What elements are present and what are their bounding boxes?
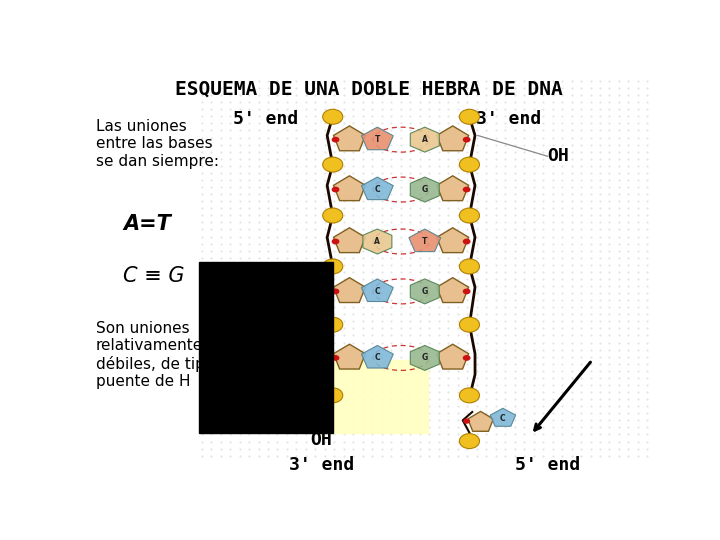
Text: T: T [374, 135, 380, 144]
Circle shape [323, 109, 343, 124]
Polygon shape [333, 278, 365, 302]
Polygon shape [361, 177, 393, 200]
Circle shape [459, 109, 480, 124]
Polygon shape [361, 279, 393, 301]
Polygon shape [437, 278, 469, 302]
Circle shape [323, 208, 343, 223]
Text: G: G [422, 354, 428, 362]
Text: T: T [422, 237, 428, 246]
Circle shape [323, 259, 343, 274]
Polygon shape [361, 127, 393, 150]
Text: C: C [374, 185, 380, 194]
Text: C: C [374, 287, 380, 296]
Text: OH: OH [547, 147, 570, 165]
Circle shape [459, 317, 480, 332]
Polygon shape [410, 346, 439, 370]
Text: C: C [374, 354, 380, 362]
Polygon shape [333, 126, 365, 151]
Polygon shape [333, 344, 365, 369]
Polygon shape [333, 228, 365, 253]
Circle shape [459, 157, 480, 172]
Text: 5' end: 5' end [515, 456, 580, 474]
Circle shape [332, 137, 339, 143]
Text: 5' end: 5' end [233, 110, 298, 128]
Text: G: G [422, 185, 428, 194]
Circle shape [463, 239, 471, 245]
Polygon shape [490, 408, 516, 426]
Circle shape [459, 208, 480, 223]
Polygon shape [468, 411, 493, 431]
Text: 3' end: 3' end [289, 456, 354, 474]
Polygon shape [363, 229, 392, 254]
Text: G: G [422, 287, 428, 296]
Circle shape [323, 317, 343, 332]
Text: 3' end: 3' end [476, 110, 541, 128]
Polygon shape [410, 127, 439, 152]
Bar [316, 360, 428, 433]
Text: A: A [422, 135, 428, 144]
Circle shape [463, 288, 471, 294]
Circle shape [332, 288, 339, 294]
Polygon shape [437, 344, 469, 369]
Text: ESQUEMA DE UNA DOBLE HEBRA DE DNA: ESQUEMA DE UNA DOBLE HEBRA DE DNA [175, 79, 563, 98]
Bar [199, 262, 333, 433]
Polygon shape [437, 176, 469, 201]
Polygon shape [437, 126, 469, 151]
Text: A=T: A=T [124, 214, 171, 234]
Text: OH: OH [311, 431, 333, 449]
Polygon shape [410, 279, 439, 304]
Circle shape [323, 388, 343, 403]
Circle shape [323, 157, 343, 172]
Circle shape [463, 355, 471, 361]
Circle shape [332, 355, 339, 361]
Circle shape [459, 388, 480, 403]
Text: C ≡ G: C ≡ G [124, 266, 185, 286]
Circle shape [463, 137, 471, 143]
Text: C: C [500, 414, 505, 423]
Polygon shape [437, 228, 469, 253]
Circle shape [463, 187, 471, 192]
Circle shape [463, 418, 470, 424]
Polygon shape [410, 177, 439, 202]
Polygon shape [409, 229, 441, 252]
Text: Son uniones
relativamente
débiles, de tipo
puente de H: Son uniones relativamente débiles, de ti… [96, 321, 214, 389]
Circle shape [459, 259, 480, 274]
Text: Las uniones
entre las bases
se dan siempre:: Las uniones entre las bases se dan siemp… [96, 119, 219, 168]
Text: A: A [374, 237, 380, 246]
Circle shape [332, 187, 339, 192]
Polygon shape [333, 176, 365, 201]
Circle shape [332, 239, 339, 245]
Circle shape [459, 434, 480, 449]
Polygon shape [361, 346, 393, 368]
